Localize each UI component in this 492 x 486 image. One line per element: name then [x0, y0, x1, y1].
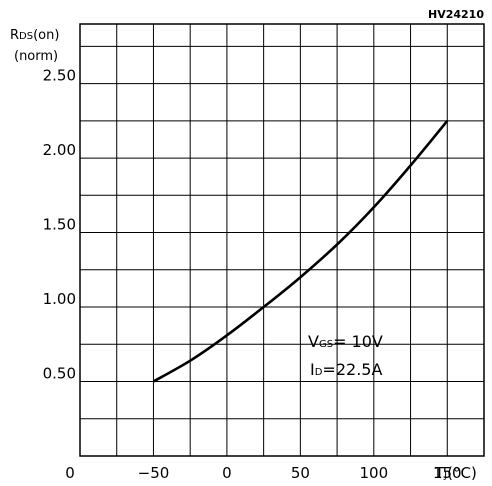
plot-frame — [79, 23, 485, 457]
x-tick-label: 50 — [291, 464, 310, 482]
y-axis-label: RDS(on) — [10, 28, 59, 43]
condition-annotation: VGS= 10V ID=22.5A — [308, 332, 383, 379]
x-axis-label-main: T — [434, 464, 445, 482]
x-tick-label: 0 — [222, 464, 232, 482]
y-tick-label: 0.50 — [43, 365, 76, 383]
y-tick-label: 1.50 — [43, 216, 76, 234]
id-label: I — [310, 360, 315, 379]
x-tick-label: 150 — [433, 464, 462, 482]
x-tick-label: 0 — [65, 464, 75, 482]
x-axis-label-sub: J — [443, 470, 447, 481]
id-sub: D — [315, 367, 323, 378]
series-layer — [152, 119, 449, 383]
id-value: =22.5A — [322, 360, 382, 379]
y-tick-label: 2.00 — [43, 141, 76, 159]
grid — [79, 23, 485, 457]
x-tick-labels: 0 −50 0 50 100 150 — [65, 464, 461, 482]
y-axis-label-sub: DS — [19, 31, 33, 42]
y-axis-label-rest: (on) — [33, 28, 59, 43]
y-tick-labels: 0.50 1.00 1.50 2.00 2.50 — [43, 67, 76, 383]
y-axis-label-main: R — [10, 28, 19, 43]
y-axis-label-norm: (norm) — [14, 49, 58, 64]
x-axis-label-unit: (°C) — [447, 464, 477, 482]
x-tick-label: −50 — [138, 464, 170, 482]
id-annotation: ID=22.5A — [310, 360, 382, 379]
vgs-sub: GS — [319, 339, 333, 350]
x-axis-label: TJ(°C) — [434, 464, 477, 482]
y-tick-label: 1.00 — [43, 290, 76, 308]
y-tick-label: 2.50 — [43, 67, 76, 85]
vgs-annotation: VGS= 10V — [308, 332, 383, 351]
reference-code: HV24210 — [428, 8, 484, 21]
x-tick-label: 100 — [359, 464, 388, 482]
vgs-value: = 10V — [333, 332, 383, 351]
vgs-label: V — [308, 332, 319, 351]
series-line — [152, 119, 449, 383]
